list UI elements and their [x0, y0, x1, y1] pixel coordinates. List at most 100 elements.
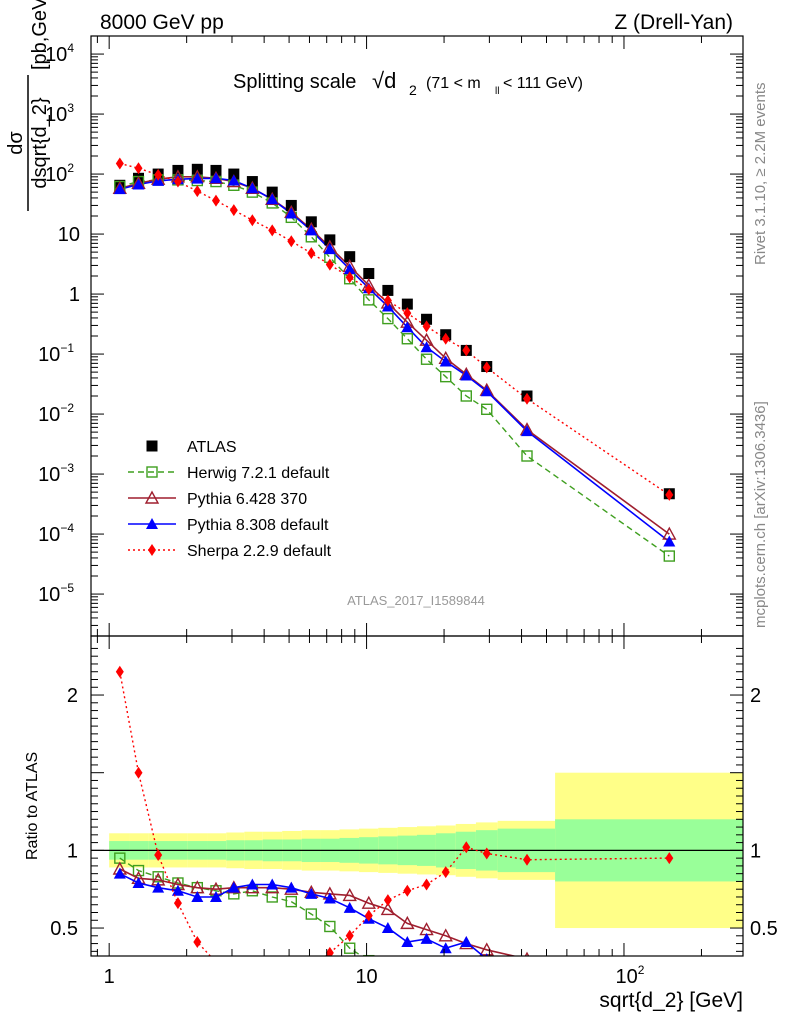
main-point-sherpa: [248, 214, 257, 227]
legend-label-herwig: Herwig 7.2.1 default: [187, 465, 330, 482]
y-tick-label-main: 10−5: [38, 581, 74, 606]
main-point-sherpa: [325, 258, 334, 271]
main-plot-area: [112, 157, 677, 562]
ratio-line-sherpa: [119, 671, 670, 956]
main-point-sherpa: [268, 224, 277, 237]
main-point-atlas: [421, 313, 433, 325]
title-cut: (71 < m: [426, 75, 481, 92]
legend-marker-sherpa: [148, 544, 156, 556]
ratio-point-pythia8: [460, 936, 473, 948]
main-point-atlas: [228, 168, 240, 180]
legend-label-sherpa: Sherpa 2.2.9 default: [187, 543, 332, 560]
ratio-point-pythia8: [171, 884, 184, 896]
ratio-point-sherpa: [383, 894, 392, 907]
ratio-point-herwig: [132, 864, 145, 877]
ratio-point-pythia8: [381, 922, 394, 934]
main-point-sherpa: [403, 307, 412, 320]
ylabel-numerator: dσ: [5, 131, 27, 155]
main-point-atlas: [363, 268, 375, 280]
ratio-point-sherpa: [462, 841, 471, 854]
ratio-point-pythia8: [323, 892, 336, 904]
title-main: Splitting scale: [233, 71, 356, 93]
main-point-sherpa: [462, 344, 471, 357]
ratio-point-pythia8: [152, 881, 165, 893]
ratio-plot-area: [91, 665, 743, 986]
y-tick-label-ratio-right: 2: [750, 685, 761, 707]
ratio-point-sherpa: [193, 936, 202, 949]
main-point-sherpa: [173, 175, 182, 188]
main-point-herwig: [481, 403, 493, 416]
y-tick-label-ratio-right: 0.5: [750, 918, 778, 940]
ratio-point-pythia8: [209, 890, 222, 902]
main-point-pythia8: [460, 369, 473, 381]
main-point-sherpa: [211, 194, 220, 207]
ratio-point-pythia6: [380, 901, 396, 916]
y-tick-label-main: 102: [45, 161, 74, 186]
ratio-point-pythia8: [227, 881, 240, 893]
ratio-point-herwig: [305, 908, 318, 920]
main-point-atlas: [191, 163, 203, 175]
header-right: Z (Drell-Yan): [614, 11, 733, 34]
ratio-point-pythia8: [305, 887, 318, 899]
ratio-point-sherpa: [307, 961, 315, 973]
x-axis-label: sqrt{d_2} [GeV]: [599, 989, 743, 1012]
title-symbol: √d: [372, 68, 396, 93]
main-line-sherpa: [119, 162, 670, 496]
ratio-point-pythia8: [285, 881, 298, 893]
ratio-point-herwig: [363, 954, 375, 956]
main-point-pythia8: [663, 535, 676, 547]
ratio-point-sherpa: [230, 969, 238, 981]
ratio-point-pythia6: [663, 967, 675, 978]
ratio-point-sherpa: [154, 849, 163, 862]
ylabel-unit: [pb,GeV: [29, 0, 51, 70]
ratio-point-pythia8: [420, 932, 433, 944]
main-point-herwig: [440, 370, 452, 383]
main-point-sherpa: [115, 157, 124, 170]
analysis-id: ATLAS_2017_I1589844: [347, 593, 485, 608]
ratio-point-sherpa: [364, 909, 373, 922]
legend-marker-herwig: [146, 466, 158, 478]
mcplots-label: mcplots.cern.ch [arXiv:1306.3436]: [752, 401, 769, 628]
ratio-point-pythia8: [246, 878, 259, 890]
y-tick-label-main: 10−3: [38, 461, 74, 486]
legend: ATLAS Herwig 7.2.1 default Pythia 6.428 37…: [128, 439, 332, 560]
title-subscript: 2: [409, 82, 417, 98]
main-point-pythia8: [420, 341, 433, 353]
ratio-point-pythia8: [191, 890, 204, 902]
main-point-herwig: [460, 390, 472, 402]
y-tick-label-ratio-right: 1: [750, 840, 761, 862]
y-tick-label-ratio: 1: [67, 840, 78, 862]
main-point-sherpa: [193, 185, 202, 198]
rivet-version-label: Rivet 3.1.10, ≥ 2.2M events: [752, 83, 769, 266]
y-tick-label-main: 104: [45, 41, 74, 66]
ratio-y-axis-label: Ratio to ATLAS: [24, 752, 41, 860]
y-tick-label-main: 10−1: [38, 341, 74, 366]
legend-label-pythia8: Pythia 8.308 default: [187, 517, 329, 534]
ratio-line-pythia8: [119, 872, 485, 956]
ratio-point-herwig: [344, 942, 356, 954]
x-tick-label: 102: [616, 963, 645, 988]
ratio-point-pythia8: [401, 936, 414, 948]
y-tick-label-ratio: 0.5: [50, 918, 78, 940]
main-line-pythia8: [119, 177, 670, 543]
main-point-sherpa: [665, 488, 674, 501]
ylabel-denominator: dsqrt{d_2}: [29, 97, 51, 189]
y-tick-label-main: 10−4: [38, 521, 74, 546]
main-point-atlas: [401, 298, 413, 310]
legend-label-atlas: ATLAS: [187, 439, 237, 456]
main-point-herwig: [663, 550, 676, 562]
main-point-sherpa: [229, 204, 238, 217]
ratio-point-sherpa: [403, 884, 412, 897]
main-point-sherpa: [422, 320, 431, 333]
legend-label-pythia6: Pythia 6.428 370: [187, 491, 307, 508]
ratio-point-pythia8: [663, 975, 675, 986]
ratio-point-sherpa: [115, 665, 124, 678]
ratio-point-pythia6: [438, 928, 453, 942]
y-tick-label-ratio: 2: [67, 685, 78, 707]
legend-marker-pythia6: [144, 490, 160, 504]
main-point-pythia8: [305, 224, 318, 236]
main-point-atlas: [210, 164, 222, 176]
main-point-pythia8: [113, 183, 126, 195]
x-tick-label: 10: [355, 966, 377, 988]
